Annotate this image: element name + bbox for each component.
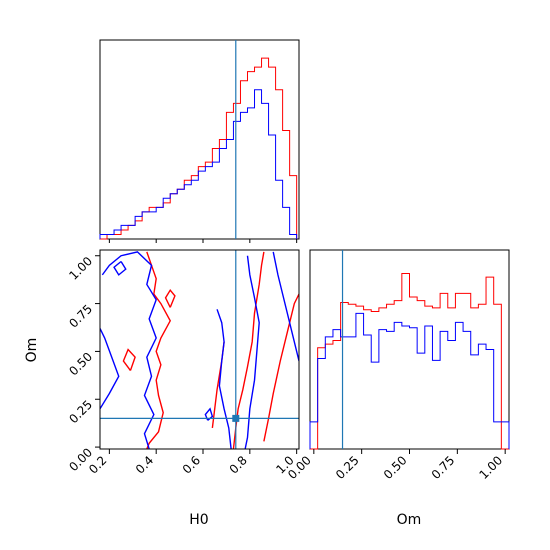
om-axis-tick-label: 1.00 <box>66 254 95 283</box>
om-axis-tick-label: 1.00 <box>477 453 506 482</box>
om-axis-tick-label: 0.25 <box>66 397 95 426</box>
contour-series-2-line <box>100 328 120 410</box>
h0-histogram-panel <box>99 39 300 243</box>
x-axis-label-h0: H0 <box>189 512 208 528</box>
om-axis-tick-label: 0.75 <box>429 453 458 482</box>
contour-series-2-line <box>272 251 299 362</box>
h0-axis-tick-label: 0.8 <box>227 453 250 476</box>
contour-series-2-line <box>101 251 157 449</box>
om-histogram-panel: 0.00 0.25 0.50 0.75 1.00 <box>285 249 510 482</box>
om-axis-tick-label: 0.50 <box>381 453 410 482</box>
contour-series-2-line <box>216 309 232 449</box>
contour-lines <box>100 251 299 449</box>
om-axis-tick-label: 0.50 <box>66 350 95 379</box>
contour-frame <box>99 249 300 450</box>
truth-marker <box>232 414 240 422</box>
contour-series-1-line <box>263 293 299 442</box>
contour-series-1-line <box>122 348 136 371</box>
h0-axis-tick-label: 0.4 <box>133 453 156 476</box>
contour-series-2-line <box>204 407 214 421</box>
h0-histogram-series-1 <box>100 57 298 240</box>
x-axis-label-om: Om <box>397 512 422 528</box>
h0-histogram-series-2 <box>99 89 298 239</box>
om-axis-tick-label: 0.75 <box>66 302 95 331</box>
om-histogram-series-2 <box>309 312 510 449</box>
h0-om-contour-panel: 0.2 0.4 0.6 0.8 1.00.000.250.500.751.00 <box>66 249 300 477</box>
contour-series-1-line <box>146 251 172 449</box>
contour-series-2-line <box>113 260 127 276</box>
om-axis-tick-label: 0.25 <box>333 453 362 482</box>
y-axis-label-om: Om <box>24 338 40 363</box>
h0-axis-tick-label: 0.6 <box>180 453 203 476</box>
contour-series-1-line <box>164 288 176 308</box>
om-histogram-series-1 <box>310 273 509 450</box>
h0-histogram-frame <box>99 39 300 240</box>
contour-series-2-line <box>244 255 260 449</box>
